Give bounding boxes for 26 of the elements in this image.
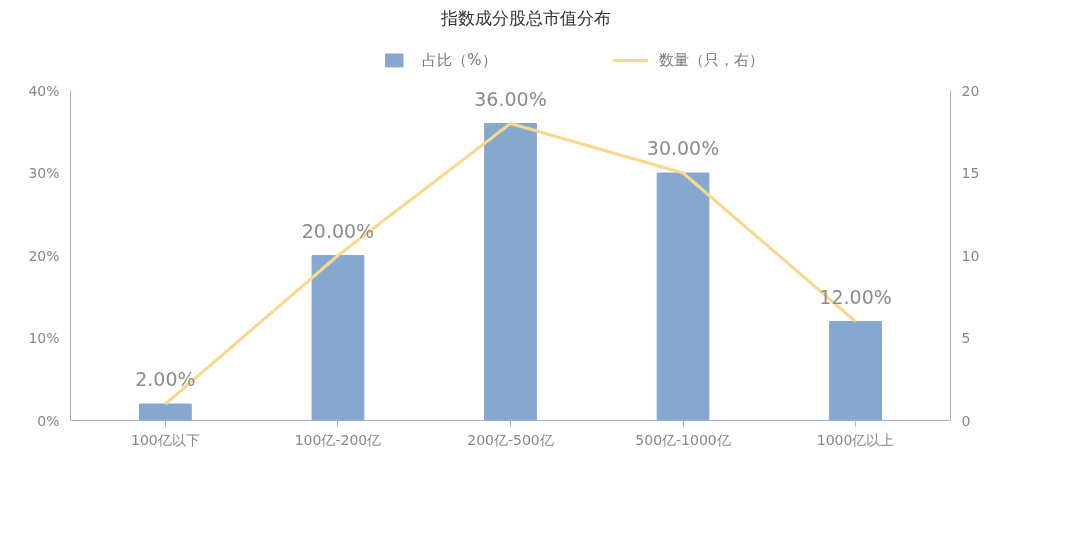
- bar: [484, 123, 537, 421]
- y2-tick-label: 0: [961, 412, 971, 429]
- y-tick-label: 10%: [28, 330, 60, 346]
- bar: [656, 172, 710, 421]
- x-tick-label: 500亿-1000亿: [635, 431, 731, 448]
- y2-tick-label: 20: [961, 82, 980, 99]
- y-tick-label: 30%: [28, 165, 60, 181]
- y2-tick-label: 10: [961, 247, 980, 264]
- data-label: 36.00%: [474, 87, 547, 110]
- bar: [829, 321, 882, 421]
- y-tick-label: 20%: [28, 247, 60, 264]
- y-tick-label: 0%: [37, 412, 60, 429]
- legend-label: 占比（%）: [422, 51, 497, 70]
- y2-tick-label: 15: [961, 165, 980, 181]
- data-label: 2.00%: [135, 368, 196, 390]
- data-label: 30.00%: [646, 137, 720, 159]
- x-tick-label: 1000亿以上: [816, 431, 895, 448]
- x-tick-label: 100亿以下: [131, 431, 200, 448]
- x-tick-label: 200亿-500亿: [467, 431, 554, 448]
- chart-title: 指数成分股总市值分布: [439, 7, 611, 28]
- y-tick-label: 40%: [28, 82, 60, 99]
- bar: [311, 255, 365, 421]
- bar: [139, 403, 192, 421]
- legend-label: 数量（只，右）: [658, 51, 764, 70]
- x-tick-label: 100亿-200亿: [294, 431, 382, 448]
- y2-tick-label: 5: [961, 330, 971, 346]
